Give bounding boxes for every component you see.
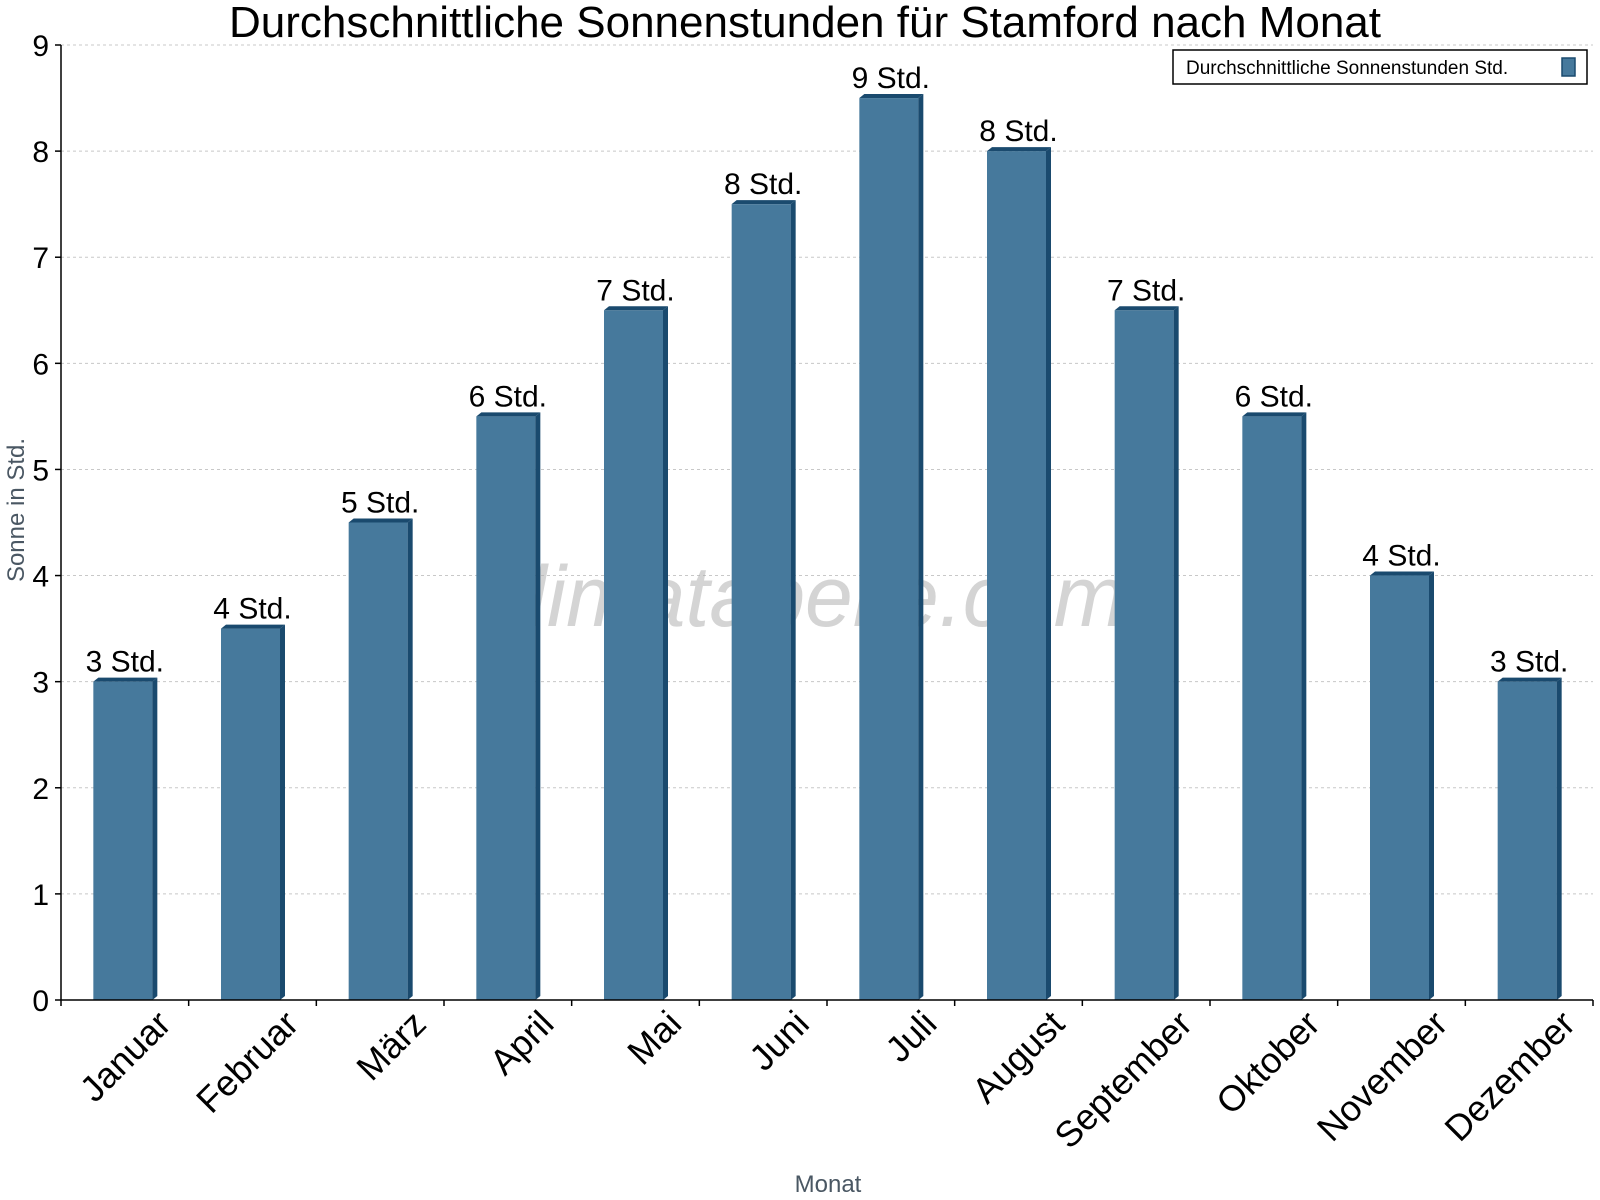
- bar-side: [1556, 677, 1562, 1000]
- x-tick-label: November: [1309, 1003, 1455, 1149]
- y-tick-label: 8: [32, 136, 49, 169]
- value-label: 4 Std.: [1362, 540, 1440, 573]
- x-tick-label: Dezember: [1436, 1003, 1582, 1149]
- bar-top: [604, 306, 668, 311]
- legend-swatch: [1561, 57, 1576, 77]
- bar-side: [535, 412, 541, 1000]
- bar-face: [987, 151, 1046, 1001]
- value-label: 3 Std.: [1490, 646, 1568, 679]
- bar: [1114, 306, 1179, 1000]
- bar-side: [790, 200, 796, 1000]
- bar-top: [1114, 306, 1179, 311]
- bar-face: [348, 522, 408, 1000]
- bar-side: [918, 94, 924, 1001]
- axes: [55, 44, 1594, 1006]
- bar: [221, 624, 285, 1000]
- legend: Durchschnittliche Sonnenstunden Std.: [1172, 49, 1588, 85]
- bar-side: [280, 624, 285, 1000]
- x-tick-label: Mai: [619, 1003, 689, 1073]
- value-label: 3 Std.: [86, 646, 164, 679]
- bar-top: [1242, 412, 1307, 417]
- bar-face: [859, 98, 919, 1001]
- bar: [93, 677, 158, 1000]
- bar-face: [476, 416, 536, 1000]
- bar-side: [1046, 147, 1051, 1001]
- x-tick-label: September: [1046, 1003, 1200, 1157]
- chart-title: Durchschnittliche Sonnenstunden für Stam…: [229, 0, 1381, 47]
- y-tick-labels: 0 1 2 3 4 5 6 7 8 9: [32, 30, 49, 1018]
- bar-top: [1497, 677, 1562, 682]
- bar-face: [1242, 416, 1302, 1000]
- y-tick-label: 3: [32, 667, 49, 700]
- bar-side: [1301, 412, 1307, 1000]
- y-tick-label: 9: [32, 30, 49, 63]
- bar: [1370, 571, 1434, 1000]
- value-label: 4 Std.: [213, 593, 291, 626]
- value-label: 9 Std.: [852, 62, 930, 95]
- bar-face: [604, 310, 663, 1000]
- legend-label: Durchschnittliche Sonnenstunden Std.: [1186, 58, 1508, 79]
- y-tick-label: 5: [32, 454, 49, 487]
- bar: [1242, 412, 1307, 1000]
- bar-top: [859, 94, 924, 99]
- bar-top: [476, 412, 541, 417]
- value-label: 7 Std.: [1107, 274, 1185, 307]
- bar: [859, 94, 924, 1001]
- x-tick-label: Januar: [72, 1003, 179, 1110]
- value-label: 8 Std.: [724, 168, 802, 201]
- y-tick-label: 6: [32, 348, 49, 381]
- x-tick-label: Juni: [741, 1003, 817, 1079]
- bar-side: [152, 677, 158, 1000]
- value-label: 5 Std.: [341, 487, 419, 520]
- bar-side: [663, 306, 668, 1000]
- y-tick-label: 1: [32, 879, 49, 912]
- bar-face: [1370, 575, 1429, 1000]
- bar-top: [93, 677, 158, 682]
- x-tick-label: Oktober: [1208, 1003, 1328, 1123]
- y-axis-title: Sonne in Std.: [3, 438, 30, 582]
- value-labels: 3 Std. 4 Std. 5 Std. 6 Std. 7 Std. 8 Std. 9 St…: [86, 62, 1569, 679]
- y-tick-label: 4: [32, 561, 49, 594]
- bar: [987, 147, 1051, 1001]
- x-tick-label: März: [348, 1003, 434, 1089]
- x-tick-label: August: [964, 1003, 1072, 1111]
- x-axis-title: Monat: [795, 1171, 862, 1198]
- legend-box: [1172, 49, 1588, 85]
- y-tick-label: 2: [32, 773, 49, 806]
- x-tick-labels: Januar Februar März April Mai Juni Juli AugustS…: [72, 1003, 1583, 1157]
- value-label: 6 Std.: [469, 380, 547, 413]
- bar: [476, 412, 541, 1000]
- bar-top: [731, 200, 796, 205]
- y-tick-label: 0: [32, 985, 49, 1018]
- value-label: 7 Std.: [596, 274, 674, 307]
- bar: [731, 200, 796, 1000]
- bar-face: [1497, 681, 1557, 1000]
- y-tick-label: 7: [32, 242, 49, 275]
- value-label: 8 Std.: [979, 115, 1057, 148]
- grid-lines: [61, 44, 1593, 895]
- bar-series: [93, 94, 1562, 1001]
- x-tick-label: Juli: [877, 1003, 944, 1070]
- bar: [1497, 677, 1562, 1000]
- bar-top: [348, 518, 413, 523]
- bar-top: [1370, 571, 1434, 576]
- x-tick-label: April: [482, 1003, 562, 1083]
- bar-face: [221, 628, 280, 1000]
- bar: [604, 306, 668, 1000]
- bar-face: [1114, 310, 1174, 1000]
- bar-side: [1173, 306, 1179, 1000]
- bar-face: [731, 204, 791, 1000]
- bar-side: [1429, 571, 1434, 1000]
- bar: [348, 518, 413, 1000]
- value-label: 6 Std.: [1235, 380, 1313, 413]
- bar-face: [93, 681, 153, 1000]
- bar-top: [987, 147, 1051, 152]
- x-tick-label: Februar: [188, 1003, 306, 1121]
- bar-side: [407, 518, 413, 1000]
- bar-top: [221, 624, 285, 629]
